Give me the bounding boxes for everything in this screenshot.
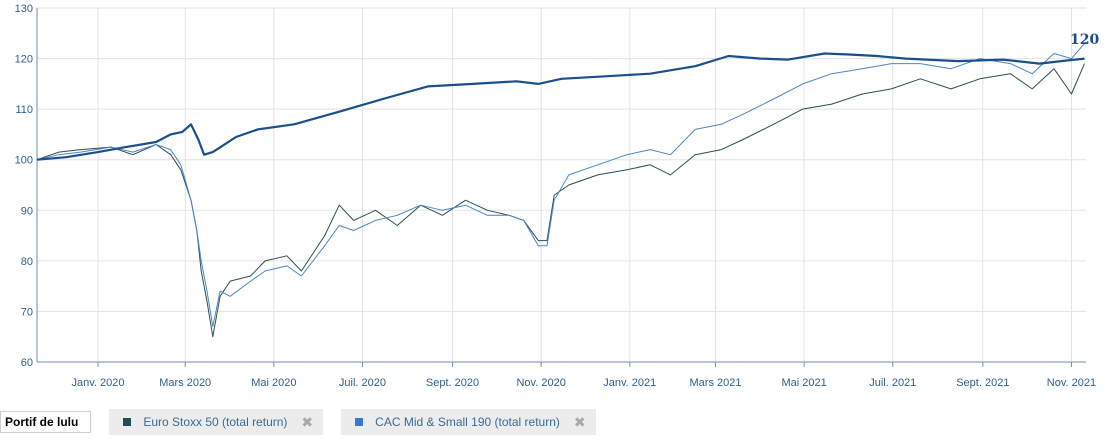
x-tick-label: Mai 2020 [251, 377, 296, 389]
y-tick-label: 80 [21, 256, 33, 268]
y-tick-label: 70 [21, 306, 33, 318]
y-tick-label: 120 [15, 54, 33, 66]
y-tick-label: 130 [15, 3, 33, 15]
series-line-2 [36, 43, 1085, 328]
legend-item-portfolio[interactable]: Portif de lulu [0, 411, 92, 433]
legend-item-label: Euro Stoxx 50 (total return) [143, 415, 288, 429]
x-tick-label: Nov. 2020 [516, 377, 565, 389]
series-line-0 [36, 52, 1085, 161]
y-tick-label: 90 [21, 205, 33, 217]
legend-item-label: CAC Mid & Small 190 (total return) [375, 415, 560, 429]
x-tick-label: Mars 2020 [159, 377, 211, 389]
end-value-label: 120 [1070, 32, 1099, 48]
chart-grid [37, 7, 1086, 363]
y-tick-label: 110 [15, 104, 33, 116]
close-icon[interactable]: ✖ [573, 413, 586, 430]
x-axis: Janv. 2020 Mars 2020 Mai 2020 Juil. 2020 Sep… [37, 361, 1096, 389]
y-tick-label: 100 [15, 155, 33, 167]
x-tick-label: Juil. 2021 [869, 377, 916, 389]
x-tick-label: Janv. 2020 [72, 377, 125, 389]
x-tick-label: Sept. 2021 [956, 377, 1009, 389]
legend-item-cac-mid-small[interactable]: CAC Mid & Small 190 (total return) ✖ [341, 409, 596, 435]
x-tick-label: Nov. 2021 [1047, 377, 1096, 389]
x-tick-label: Mai 2021 [782, 377, 827, 389]
x-tick-label: Sept. 2020 [426, 377, 479, 389]
x-tick-label: Janv. 2021 [603, 377, 656, 389]
series-line-1 [36, 63, 1085, 338]
legend-item-euro-stoxx[interactable]: Euro Stoxx 50 (total return) ✖ [109, 409, 324, 435]
close-icon[interactable]: ✖ [301, 413, 314, 430]
x-tick-label: Juil. 2020 [339, 377, 386, 389]
legend-swatch-euro-stoxx [123, 418, 132, 426]
legend-swatch-cac-mid-small [355, 418, 364, 426]
legend-item-label: Portif de lulu [5, 415, 79, 429]
y-axis: 60 70 80 90 100 110 120 130 [15, 3, 38, 369]
y-tick-label: 60 [21, 357, 33, 369]
chart-legend: Portif de lulu Euro Stoxx 50 (total retu… [0, 409, 614, 435]
plot-area [36, 43, 1085, 338]
x-tick-label: Mars 2021 [690, 377, 742, 389]
line-chart: 60 70 80 90 100 110 120 130 Janv. 2020 Mars 2020… [15, 3, 1100, 389]
